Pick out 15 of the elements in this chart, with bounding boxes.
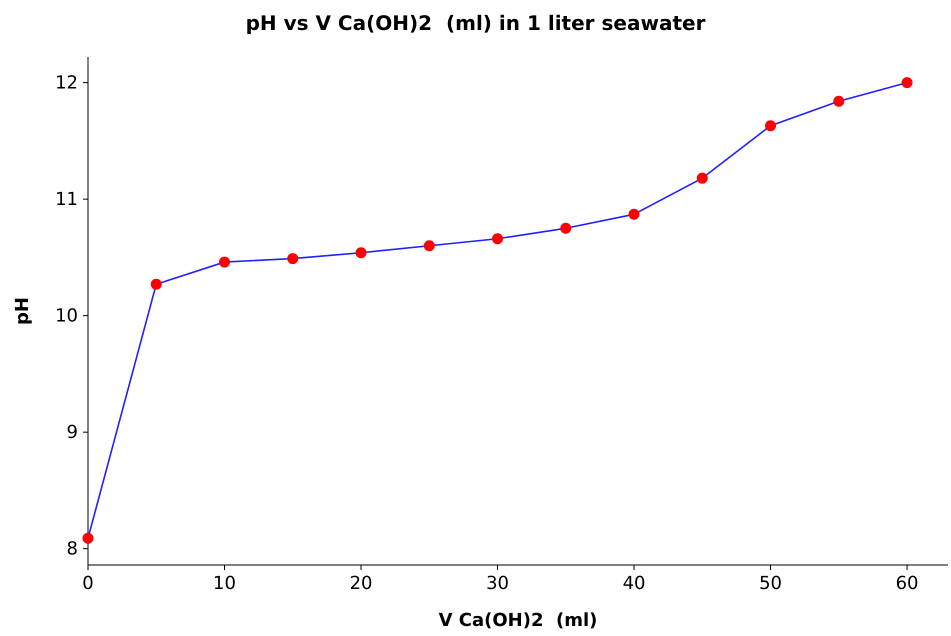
x-tick-label: 20	[350, 573, 372, 594]
y-tick-label: 12	[55, 72, 78, 94]
y-axis-title: pH	[12, 297, 33, 325]
x-tick-label: 10	[213, 573, 236, 594]
y-tick-label: 9	[66, 422, 78, 444]
x-axis-title: V Ca(OH)2 (ml)	[438, 610, 598, 631]
y-tick-label: 11	[55, 189, 78, 210]
chart-title: pH vs V Ca(OH)2 (ml) in 1 liter seawater	[246, 11, 706, 35]
x-tick-label: 60	[896, 573, 918, 594]
x-tick-label: 0	[82, 573, 94, 594]
x-tick-label: 40	[622, 573, 646, 594]
x-tick-label: 50	[759, 573, 782, 594]
y-tick-label: 10	[55, 306, 78, 327]
y-tick-label: 8	[66, 538, 78, 560]
x-tick-label: 30	[486, 573, 509, 594]
